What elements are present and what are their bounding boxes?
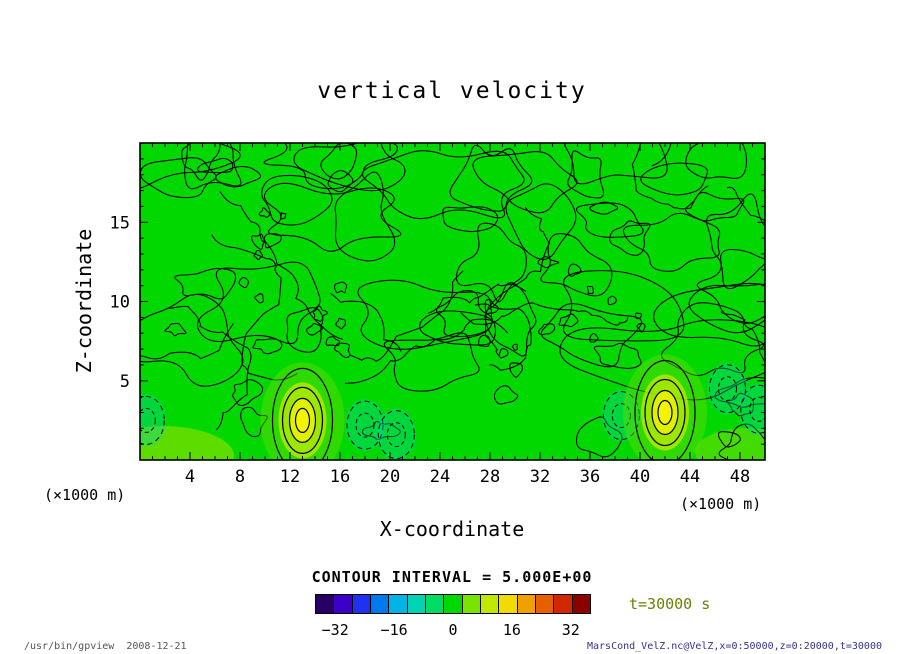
y-axis-unit-label: (×1000 m) [44,486,126,504]
colorbar-cell [316,595,334,613]
colorbar-cell [443,595,462,613]
colorbar-cell [424,595,444,613]
hotspot-contour [271,367,334,460]
negative-contour [718,376,737,402]
colorbar-cell [351,595,370,613]
colorbar-tick-label: 0 [448,621,458,639]
contour-lines [140,143,765,460]
hotspot-contour [288,397,317,443]
negative-contour [611,403,631,429]
x-axis-unit-label: (×1000 m) [680,495,762,513]
negative-contour [709,364,746,414]
x-tick-label: 16 [330,467,350,487]
y-tick-label: 5 [120,372,130,392]
y-tick-label: 15 [110,213,130,233]
x-tick-label: 36 [580,467,600,487]
chart-title: vertical velocity [317,78,587,104]
x-tick-label: 20 [380,467,400,487]
hotspot-core [658,400,672,425]
x-tick-label: 24 [430,467,450,487]
hotspot-contour [281,386,324,454]
negative-contour [377,410,415,460]
colorbar-tick-label: −16 [380,621,408,639]
x-tick-label: 12 [280,467,300,487]
colorbar-tick-label: 32 [561,621,580,639]
colorbar-cell [461,595,480,613]
colorbar-tick-label: −32 [321,621,349,639]
x-tick-label: 4 [185,467,195,487]
colorbar-tick-label: 16 [502,621,521,639]
field-contents [140,143,765,460]
negative-contour [355,412,375,438]
negative-contour [140,407,156,433]
colorbar [315,594,591,614]
x-tick-label: 40 [630,467,650,487]
x-tick-label: 8 [235,467,245,487]
footer-command: /usr/bin/gpview 2008-12-21 [24,641,187,652]
x-tick-label: 32 [530,467,550,487]
negative-contour [386,422,406,448]
x-tick-label: 44 [680,467,700,487]
x-tick-label: 48 [730,467,750,487]
colorbar-cell [388,595,407,613]
negative-contour [346,400,384,450]
hotspot-contour [657,399,673,426]
colorbar-cell [333,595,352,613]
x-axis-label: X-coordinate [379,517,525,541]
colorbar-cell [369,595,389,613]
hotspot-contour [634,359,696,460]
colorbar-cell [571,595,590,613]
y-axis-label: Z-coordinate [72,228,96,374]
colorbar-cell [479,595,499,613]
negative-contour [749,396,765,422]
plot-frame [139,142,766,461]
colorbar-tick-labels: −32 −16 0 16 32 [315,621,591,639]
negative-contour [602,391,640,441]
colorbar-cell [516,595,535,613]
x-tick-label: 28 [480,467,500,487]
colorbar-cell [406,595,425,613]
colorbar-cell [553,595,572,613]
colorbar-cell [534,595,554,613]
colorbar-cell [498,595,517,613]
negative-contour [140,395,165,445]
hotspot-contour [294,407,311,433]
hotspot-core [295,408,310,433]
footer-dataset: MarsCond_VelZ.nc@VelZ,x=0:50000,z=0:2000… [586,641,882,652]
hotspot-contour [644,378,686,447]
negative-contour [740,384,765,434]
y-tick-label: 10 [110,293,130,313]
contour-interval-label: CONTOUR INTERVAL = 5.000E+00 [311,568,593,586]
hotspot-contour [651,389,679,436]
time-label: t=30000 s [629,595,711,613]
